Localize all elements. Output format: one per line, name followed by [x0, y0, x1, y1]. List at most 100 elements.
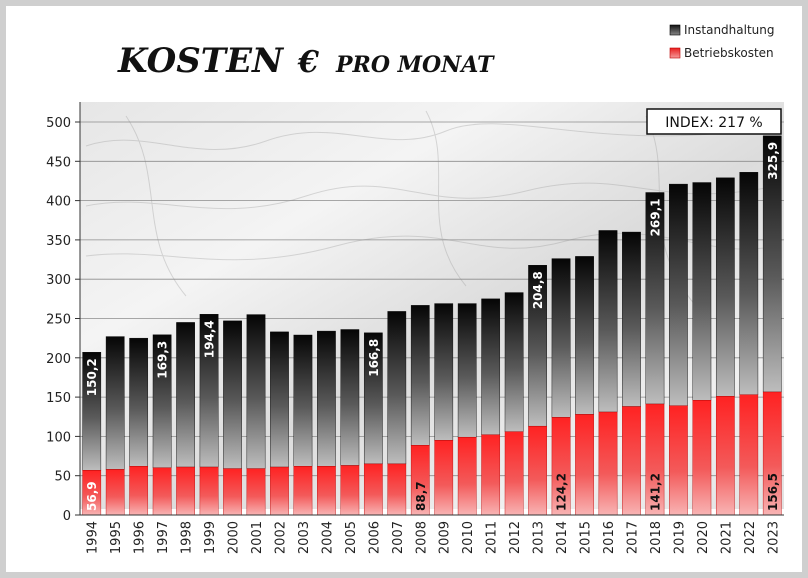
- x-tick-label-2023: 2023: [766, 521, 781, 554]
- title-euro-symbol: €: [297, 45, 319, 80]
- y-tick-label-250: 250: [46, 313, 71, 328]
- bar-betriebskosten-1997: [152, 467, 172, 516]
- value-label-instandhaltung-1997: 169,3: [156, 341, 170, 379]
- bar-instandhaltung-2021: [715, 177, 735, 397]
- value-label-betriebskosten-2023: 156,5: [766, 473, 780, 511]
- value-label-betriebskosten-2008: 88,7: [414, 481, 428, 511]
- bar-betriebskosten-2011: [481, 434, 501, 516]
- bar-betriebskosten-2012: [504, 431, 524, 516]
- plot-area: [80, 102, 784, 509]
- x-tick-label-2002: 2002: [273, 521, 288, 554]
- y-tick-label-450: 450: [46, 155, 71, 170]
- x-tick-label-2003: 2003: [297, 521, 312, 554]
- bar-instandhaltung-2011: [481, 298, 501, 436]
- bar-instandhaltung-2001: [246, 314, 266, 469]
- bar-instandhaltung-2014: [551, 258, 571, 418]
- bar-betriebskosten-2021: [715, 396, 735, 516]
- x-tick-label-1997: 1997: [156, 521, 171, 554]
- bar-betriebskosten-2019: [669, 405, 688, 516]
- x-tick-label-2010: 2010: [461, 521, 476, 554]
- x-tick-label-2016: 2016: [602, 521, 617, 554]
- x-tick-label-2007: 2007: [391, 521, 406, 554]
- bar-betriebskosten-2007: [387, 463, 407, 516]
- chart-title: KOSTEN € PRO MONAT: [117, 41, 495, 81]
- bar-instandhaltung-2004: [317, 330, 336, 467]
- index-box: INDEX: 217 %: [646, 108, 782, 135]
- bar-instandhaltung-2003: [293, 334, 313, 467]
- legend-label-betriebskosten: Betriebskosten: [684, 46, 774, 60]
- index-box-frame: [646, 108, 782, 135]
- x-tick-label-2021: 2021: [719, 521, 734, 554]
- title-suffix: PRO MONAT: [335, 52, 495, 78]
- title-main: KOSTEN: [117, 41, 285, 81]
- x-tick-label-2000: 2000: [227, 521, 242, 554]
- gridlines: [80, 121, 784, 477]
- value-label-instandhaltung-1994: 150,2: [85, 358, 99, 396]
- legend-label-instandhaltung: Instandhaltung: [684, 23, 775, 37]
- bar-betriebskosten-2009: [434, 440, 454, 516]
- bar-instandhaltung-1998: [176, 322, 195, 468]
- x-tick-label-1994: 1994: [86, 521, 101, 554]
- y-tick-label-0: 0: [63, 509, 71, 524]
- bar-instandhaltung-2009: [434, 303, 454, 441]
- bar-betriebskosten-2010: [457, 436, 477, 516]
- bar-betriebskosten-1998: [176, 466, 195, 516]
- x-tick-label-2015: 2015: [579, 521, 594, 554]
- x-tick-label-1998: 1998: [180, 521, 195, 554]
- value-label-instandhaltung-2018: 269,1: [648, 199, 662, 237]
- x-tick-label-2004: 2004: [320, 521, 335, 554]
- x-tick-label-2009: 2009: [438, 521, 453, 554]
- x-tick-label-1996: 1996: [133, 521, 148, 554]
- y-tick-label-200: 200: [46, 352, 71, 367]
- stacked-bar-chart: KOSTEN € PRO MONAT Instandhaltung Betrie…: [46, 23, 784, 554]
- bar-instandhaltung-2008: [410, 305, 430, 446]
- y-tick-label-50: 50: [54, 470, 71, 485]
- bar-betriebskosten-2006: [363, 463, 383, 516]
- x-tick-label-2006: 2006: [367, 521, 382, 554]
- value-label-betriebskosten-2018: 141,2: [648, 473, 662, 511]
- bar-instandhaltung-2016: [598, 230, 618, 413]
- bar-betriebskosten-2020: [692, 400, 712, 516]
- bar-betriebskosten-2000: [223, 468, 242, 516]
- bar-instandhaltung-2005: [340, 329, 360, 466]
- x-tick-label-2020: 2020: [696, 521, 711, 554]
- x-axis-ticks: 1994 1995 1996 1997 1998 1999 2000 2001 2002 2003…: [86, 521, 782, 554]
- bar-instandhaltung-2022: [739, 172, 759, 395]
- x-tick-label-2013: 2013: [532, 521, 547, 554]
- x-tick-label-2018: 2018: [649, 521, 664, 554]
- y-axis-ticks: 0 50 100 150 200 250 300 350 400 450 500: [46, 116, 80, 524]
- y-tick-label-400: 400: [46, 195, 71, 210]
- x-tick-label-2022: 2022: [743, 521, 758, 554]
- y-tick-label-500: 500: [46, 116, 71, 131]
- bar-betriebskosten-2013: [528, 425, 547, 516]
- value-label-instandhaltung-2023: 325,9: [766, 142, 780, 180]
- x-tick-label-2008: 2008: [414, 521, 429, 554]
- index-label: INDEX: 217 %: [665, 115, 762, 131]
- bar-betriebskosten-2005: [340, 465, 360, 516]
- value-label-instandhaltung-2006: 166,8: [367, 339, 381, 377]
- value-labels: 150,2 169,3 194,4 166,8 204,8 269,1 325,9 56,9 8…: [85, 142, 780, 511]
- value-label-instandhaltung-1999: 194,4: [203, 320, 217, 358]
- bar-instandhaltung-2017: [622, 231, 641, 407]
- x-tick-label-2001: 2001: [250, 521, 265, 554]
- bar-betriebskosten-2004: [317, 466, 336, 516]
- bar-instandhaltung-2010: [457, 303, 477, 438]
- value-label-betriebskosten-2014: 124,2: [555, 473, 569, 511]
- x-tick-label-2005: 2005: [344, 521, 359, 554]
- y-tick-label-150: 150: [46, 391, 71, 406]
- x-tick-label-2011: 2011: [485, 521, 500, 554]
- bar-instandhaltung-2019: [669, 183, 688, 406]
- bar-instandhaltung-2020: [692, 182, 712, 401]
- x-tick-label-2012: 2012: [508, 521, 523, 554]
- y-tick-label-350: 350: [46, 234, 71, 249]
- bar-betriebskosten-1995: [105, 469, 125, 516]
- legend-swatch-instandhaltung: [669, 24, 681, 36]
- bar-betriebskosten-2022: [739, 394, 759, 516]
- bar-instandhaltung-2000: [223, 320, 242, 469]
- x-tick-label-2019: 2019: [672, 521, 687, 554]
- bar-betriebskosten-2016: [598, 411, 618, 516]
- bar-instandhaltung-2015: [575, 256, 594, 415]
- bar-betriebskosten-1996: [129, 466, 149, 516]
- bar-betriebskosten-2001: [246, 468, 266, 516]
